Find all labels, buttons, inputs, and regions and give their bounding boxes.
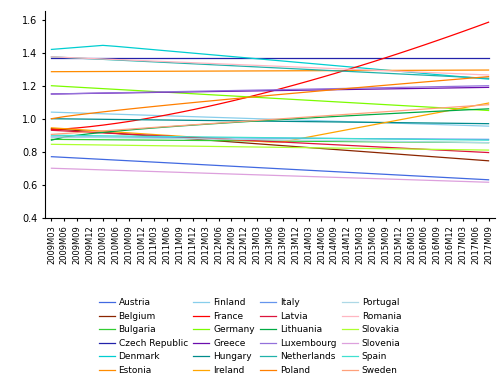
Legend: Austria, Belgium, Bulgaria, Czech Republic, Denmark, Estonia, Finland, France, G: Austria, Belgium, Bulgaria, Czech Republ…: [96, 296, 404, 377]
